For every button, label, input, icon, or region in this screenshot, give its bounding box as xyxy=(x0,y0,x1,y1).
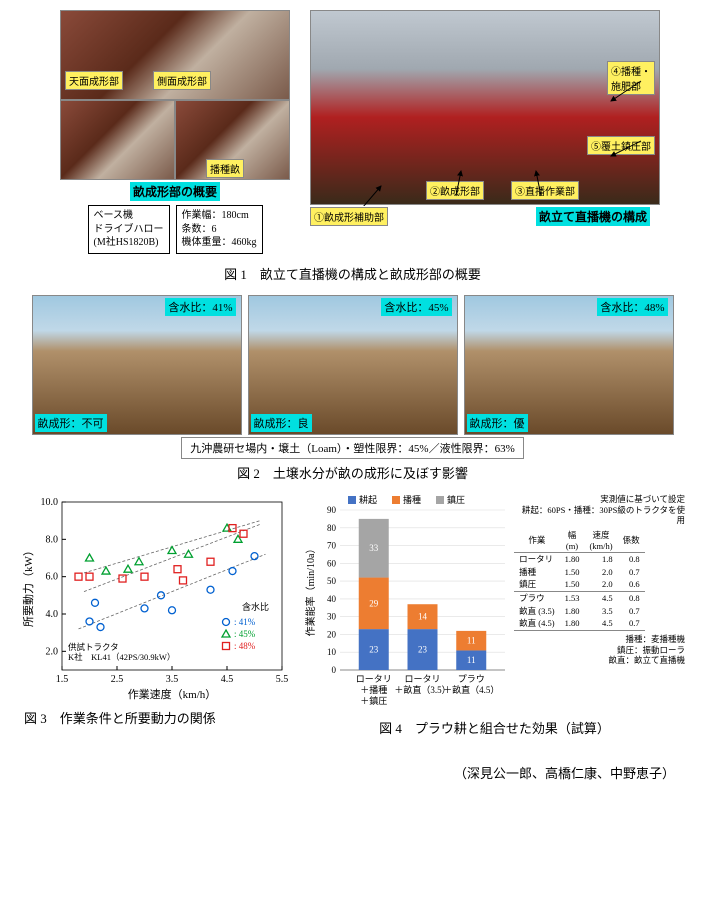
svg-text:4.5: 4.5 xyxy=(221,674,234,685)
svg-text:供試トラクタ: 供試トラクタ xyxy=(68,642,119,652)
fig1-right-subtitle: 畝立て直播機の構成 xyxy=(536,207,650,226)
spec-work: 作業幅：180cm 条数：6 機体重量：460kg xyxy=(176,205,263,254)
fig2-bot-1: 畝成形：良 xyxy=(251,414,312,432)
fig2-caption: 図 2 土壌水分が畝の成形に及ぼす影響 xyxy=(20,463,685,482)
svg-text:5.5: 5.5 xyxy=(276,674,289,685)
svg-text:: 45%: : 45% xyxy=(234,629,256,639)
fig1: 天面成形部 側面成形部 播種畝 畝成形部の概要 ベース機 ドライブハロー (M社… xyxy=(20,10,685,260)
fig1-arrows xyxy=(311,11,661,206)
svg-text:40: 40 xyxy=(327,594,337,604)
fig2-panel-2: 含水比：48% 畝成形：優 xyxy=(464,295,674,435)
svg-text:含水比: 含水比 xyxy=(242,601,269,612)
svg-text:＋播種: ＋播種 xyxy=(360,684,387,695)
fig1-caption: 図 1 畝立て直播機の構成と畝成形部の概要 xyxy=(20,264,685,283)
svg-text:3.5: 3.5 xyxy=(166,674,179,685)
fig2-top-2: 含水比：48% xyxy=(597,298,667,316)
label-top-surface: 天面成形部 xyxy=(65,71,123,90)
fig3-caption: 図 3 作業条件と所要動力の関係 xyxy=(20,708,290,727)
svg-text:4.0: 4.0 xyxy=(46,609,59,620)
svg-text:0: 0 xyxy=(332,665,337,675)
svg-text:プラウ: プラウ xyxy=(458,674,485,684)
svg-text:11: 11 xyxy=(467,636,476,646)
fig3: 2.0 4.0 6.0 8.0 10.0 1.5 2.5 3.5 4.5 5.5 所要動力（kW） 作… xyxy=(20,494,290,749)
label-part1: ①畝成形補助部 xyxy=(310,207,388,226)
fig1-left-subtitle: 畝成形部の概要 xyxy=(130,182,220,201)
fig2-top-1: 含水比：45% xyxy=(381,298,451,316)
svg-text:23: 23 xyxy=(418,645,428,655)
fig4-chart: 0 10 20 30 40 50 60 70 80 90 耕起 播種 鎮圧作業能率（min/10a） 23… xyxy=(304,494,508,714)
svg-text:80: 80 xyxy=(327,523,337,533)
authors: （深見公一郎、高橋仁康、中野恵子） xyxy=(20,763,685,782)
fig2-panel-0: 含水比：41% 畝成形：不可 xyxy=(32,295,242,435)
svg-text:10.0: 10.0 xyxy=(41,497,59,508)
svg-text:耕起: 耕起 xyxy=(359,494,377,505)
svg-text:鎮圧: 鎮圧 xyxy=(447,494,465,505)
svg-text:作業速度（km/h）: 作業速度（km/h） xyxy=(128,687,217,701)
svg-text:11: 11 xyxy=(467,655,476,665)
svg-text:20: 20 xyxy=(327,629,337,639)
spec-base-text: ベース機 ドライブハロー (M社HS1820B) xyxy=(94,210,164,248)
svg-text:: 41%: : 41% xyxy=(234,617,256,627)
svg-text:33: 33 xyxy=(369,543,379,553)
svg-text:70: 70 xyxy=(327,541,337,551)
fig3-chart: 2.0 4.0 6.0 8.0 10.0 1.5 2.5 3.5 4.5 5.5 所要動力（kW） 作… xyxy=(20,494,290,704)
fig1-left: 天面成形部 側面成形部 播種畝 畝成形部の概要 ベース機 ドライブハロー (M社… xyxy=(60,10,290,254)
fig1-right: ④播種・ 施肥部 ⑤覆土鎮圧部 ②畝成形部 ③直播作業部 ①畝成形補助部 畝立て… xyxy=(310,10,670,226)
svg-text:ロータリ: ロータリ xyxy=(356,674,392,684)
svg-text:30: 30 xyxy=(327,612,337,622)
svg-text:29: 29 xyxy=(369,598,379,608)
svg-text:＋鎮圧: ＋鎮圧 xyxy=(360,695,387,706)
fig2-panel-1: 含水比：45% 畝成形：良 xyxy=(248,295,458,435)
svg-text:: 48%: : 48% xyxy=(234,641,256,651)
fig2-footer: 九沖農研セ場内・壌土（Loam）・塑性限界：45%／液性限界：63% xyxy=(181,437,523,459)
fig1-photo-br: 播種畝 xyxy=(175,100,290,180)
svg-text:8.0: 8.0 xyxy=(46,534,59,545)
spec-work-text: 作業幅：180cm 条数：6 機体重量：460kg xyxy=(182,210,257,248)
svg-text:播種: 播種 xyxy=(403,494,421,505)
svg-text:作業能率（min/10a）: 作業能率（min/10a） xyxy=(304,544,317,637)
fig4-table: 実測値に基づいて設定 耕起：60PS・播種：30PS級のトラクタを使用作業幅 (… xyxy=(514,494,685,714)
label-seed-ridge: 播種畝 xyxy=(206,159,244,178)
svg-text:所要動力（kW）: 所要動力（kW） xyxy=(21,545,35,627)
fig2-bot-2: 畝成形：優 xyxy=(467,414,528,432)
svg-text:＋畝直（4.5）: ＋畝直（4.5） xyxy=(443,684,499,695)
svg-text:23: 23 xyxy=(369,645,379,655)
svg-text:6.0: 6.0 xyxy=(46,572,59,583)
fig1-photo-top: 天面成形部 側面成形部 xyxy=(60,10,290,100)
svg-text:60: 60 xyxy=(327,558,337,568)
svg-text:K社 KL41（42PS/30.9kW）: K社 KL41（42PS/30.9kW） xyxy=(68,652,175,662)
fig2-bot-0: 畝成形：不可 xyxy=(35,414,107,432)
fig1-photo-bl xyxy=(60,100,175,180)
svg-text:10: 10 xyxy=(327,647,337,657)
svg-text:1.5: 1.5 xyxy=(56,674,69,685)
fig1-photo-main: ④播種・ 施肥部 ⑤覆土鎮圧部 ②畝成形部 ③直播作業部 xyxy=(310,10,660,205)
svg-text:14: 14 xyxy=(418,612,428,622)
svg-text:50: 50 xyxy=(327,576,337,586)
fig2-top-0: 含水比：41% xyxy=(165,298,235,316)
svg-text:2.5: 2.5 xyxy=(111,674,124,685)
fig4: 0 10 20 30 40 50 60 70 80 90 耕起 播種 鎮圧作業能率（min/10a） 23… xyxy=(304,494,685,749)
svg-text:2.0: 2.0 xyxy=(46,646,59,657)
fig34-row: 2.0 4.0 6.0 8.0 10.0 1.5 2.5 3.5 4.5 5.5 所要動力（kW） 作… xyxy=(20,494,685,749)
fig2: 含水比：41% 畝成形：不可 含水比：45% 畝成形：良 含水比：48% 畝成形… xyxy=(20,295,685,435)
spec-base: ベース機 ドライブハロー (M社HS1820B) xyxy=(88,205,170,254)
label-side-surface: 側面成形部 xyxy=(153,71,211,90)
svg-text:ロータリ: ロータリ xyxy=(404,674,440,684)
fig4-caption: 図 4 プラウ耕と組合せた効果（試算） xyxy=(304,718,685,737)
svg-text:90: 90 xyxy=(327,505,337,515)
fig1-spec-row: ベース機 ドライブハロー (M社HS1820B) 作業幅：180cm 条数：6 … xyxy=(60,205,290,254)
